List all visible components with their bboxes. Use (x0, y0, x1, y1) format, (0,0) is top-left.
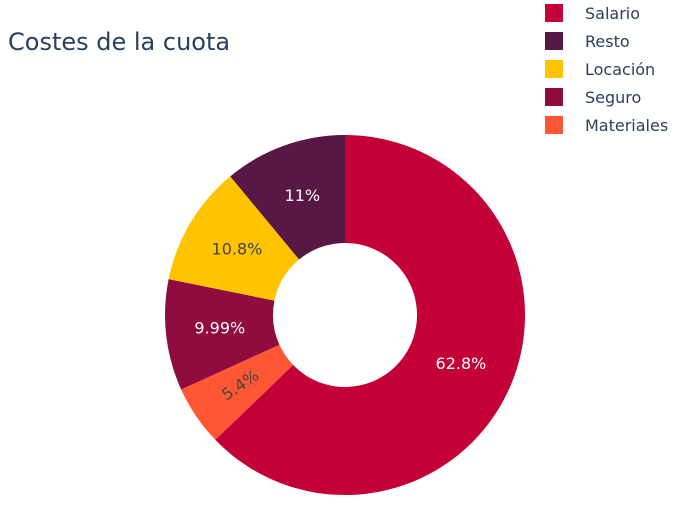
legend-label: Locación (585, 59, 656, 79)
legend-swatch (545, 116, 563, 134)
chart-title: Costes de la cuota (8, 28, 231, 56)
legend-label: Seguro (585, 87, 642, 107)
legend-item-seguro[interactable]: Seguro (545, 87, 641, 107)
legend-item-materiales[interactable]: Materiales (545, 115, 668, 135)
legend-item-resto[interactable]: Resto (545, 31, 630, 51)
legend-label: Salario (585, 3, 641, 23)
slice-label-resto: 11% (285, 186, 321, 205)
legend-item-salario[interactable]: Salario (545, 3, 640, 23)
slice-label-seguro: 9.99% (194, 319, 245, 338)
slice-label-salario: 62.8% (436, 354, 487, 373)
legend-label: Resto (585, 31, 630, 51)
legend-swatch (545, 88, 563, 106)
slice-locación[interactable] (168, 176, 300, 301)
legend-swatch (545, 32, 563, 50)
legend-swatch (545, 4, 563, 22)
slice-resto[interactable] (230, 135, 345, 260)
slice-seguro[interactable] (165, 279, 280, 390)
slice-salario[interactable] (215, 135, 526, 495)
slice-materiales[interactable] (181, 344, 294, 440)
legend-label: Materiales (585, 115, 669, 135)
legend-swatch (545, 60, 563, 78)
legend-item-locacion[interactable]: Locación (545, 59, 655, 79)
slice-label-locación: 10.8% (212, 240, 263, 259)
